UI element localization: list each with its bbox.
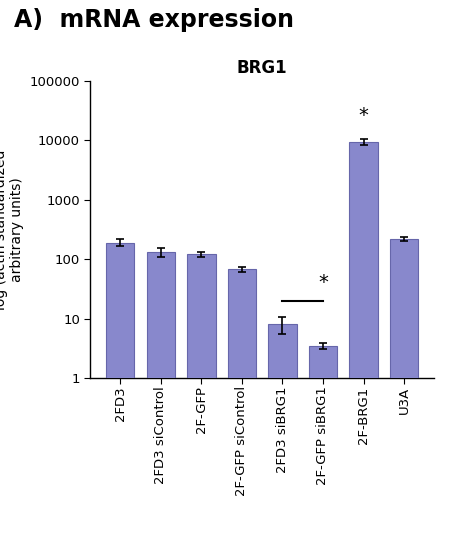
Text: *: * bbox=[358, 106, 368, 125]
Y-axis label: log (actin standardized
arbitrary units): log (actin standardized arbitrary units) bbox=[0, 150, 24, 309]
Bar bbox=[227, 269, 256, 540]
Bar bbox=[187, 254, 215, 540]
Bar bbox=[267, 325, 296, 540]
Bar bbox=[308, 346, 336, 540]
Bar bbox=[389, 239, 417, 540]
Title: BRG1: BRG1 bbox=[236, 59, 287, 77]
Bar bbox=[349, 141, 377, 540]
Bar bbox=[106, 242, 134, 540]
Bar bbox=[146, 252, 175, 540]
Text: A)  mRNA expression: A) mRNA expression bbox=[14, 8, 293, 32]
Text: *: * bbox=[318, 273, 327, 292]
